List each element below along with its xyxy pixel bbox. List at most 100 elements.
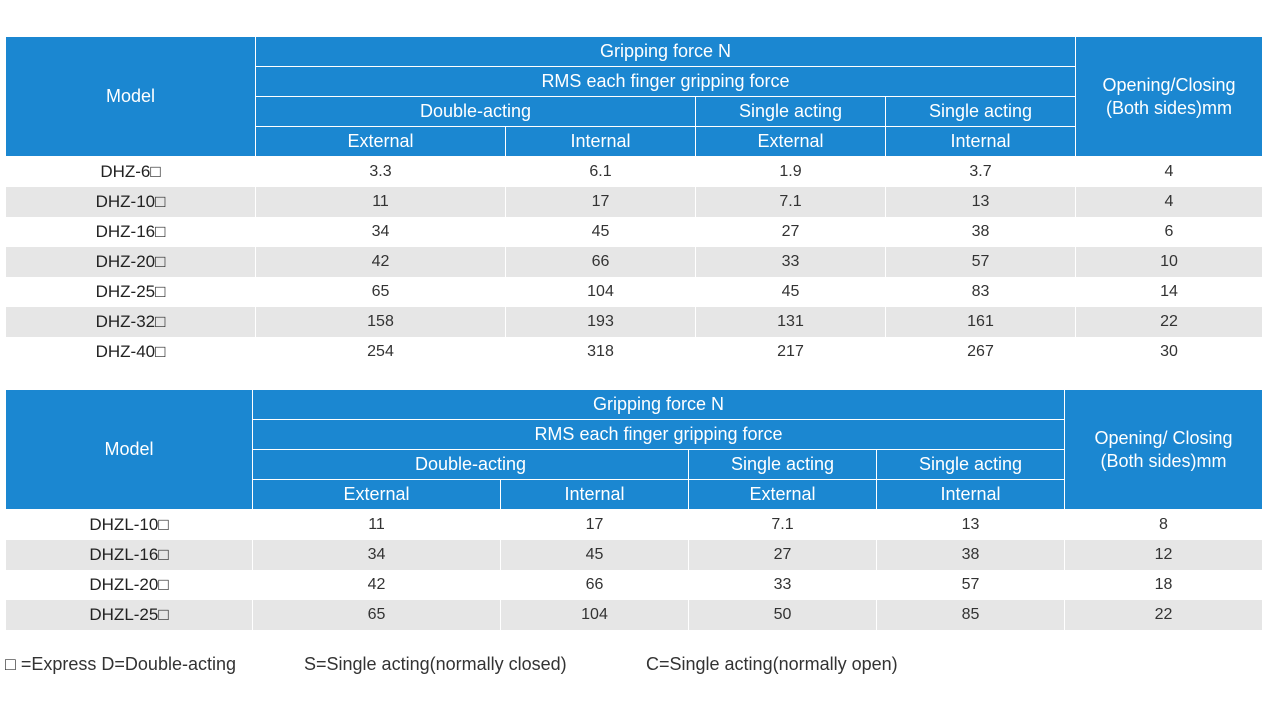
table-row: DHZ-25□ 65 104 45 83 14 xyxy=(5,277,1263,307)
internal-double-cell: 45 xyxy=(500,540,689,570)
table-row: DHZ-16□ 34 45 27 38 6 xyxy=(5,217,1263,247)
internal-double-cell: 45 xyxy=(505,217,696,247)
internal-header: Internal xyxy=(500,479,689,510)
internal-header: Internal xyxy=(505,126,696,157)
model-cell: DHZ-16□ xyxy=(5,217,256,247)
external-header: External xyxy=(255,126,506,157)
opening-cell: 4 xyxy=(1075,187,1263,217)
legend-single-closed: S=Single acting(normally closed) xyxy=(304,654,567,674)
opening-cell: 4 xyxy=(1075,156,1263,187)
legend-express: □ =Express D=Double-acting xyxy=(5,654,236,674)
internal-single-cell: 267 xyxy=(885,337,1076,367)
single-acting-header: Single acting xyxy=(688,449,877,480)
model-cell: DHZL-16□ xyxy=(5,540,253,570)
internal-single-cell: 161 xyxy=(885,307,1076,337)
opening-header-line1: Opening/Closing xyxy=(1102,74,1236,95)
double-acting-header: Double-acting xyxy=(255,96,696,127)
opening-cell: 12 xyxy=(1064,540,1263,570)
table-header: Model Gripping force N Opening/Closing (… xyxy=(5,36,1263,157)
table-row: DHZ-32□ 158 193 131 161 22 xyxy=(5,307,1263,337)
opening-cell: 6 xyxy=(1075,217,1263,247)
internal-double-cell: 318 xyxy=(505,337,696,367)
model-cell: DHZ-6□ xyxy=(5,156,256,187)
table-row: DHZ-10□ 11 17 7.1 13 4 xyxy=(5,187,1263,217)
internal-single-cell: 85 xyxy=(876,600,1065,630)
opening-cell: 14 xyxy=(1075,277,1263,307)
opening-cell: 18 xyxy=(1064,570,1263,600)
internal-single-cell: 83 xyxy=(885,277,1076,307)
internal-double-cell: 66 xyxy=(505,247,696,277)
internal-single-cell: 57 xyxy=(885,247,1076,277)
table-body: DHZL-10□ 11 17 7.1 13 8 DHZL-16□ 34 45 2… xyxy=(5,509,1263,630)
gripping-force-header: Gripping force N xyxy=(255,36,1076,67)
external-double-cell: 11 xyxy=(255,187,506,217)
internal-single-cell: 38 xyxy=(876,540,1065,570)
legend-single-open: C=Single acting(normally open) xyxy=(646,654,898,674)
external-single-cell: 33 xyxy=(695,247,886,277)
internal-single-cell: 3.7 xyxy=(885,156,1076,187)
opening-cell: 8 xyxy=(1064,509,1263,540)
single-acting-header: Single acting xyxy=(885,96,1076,127)
external-double-cell: 42 xyxy=(252,570,501,600)
single-acting-header: Single acting xyxy=(695,96,886,127)
model-cell: DHZ-20□ xyxy=(5,247,256,277)
internal-double-cell: 193 xyxy=(505,307,696,337)
internal-double-cell: 104 xyxy=(500,600,689,630)
model-cell: DHZ-10□ xyxy=(5,187,256,217)
model-header: Model xyxy=(5,389,253,510)
internal-double-cell: 66 xyxy=(500,570,689,600)
external-double-cell: 65 xyxy=(255,277,506,307)
rms-header: RMS each finger gripping force xyxy=(252,419,1065,450)
external-double-cell: 254 xyxy=(255,337,506,367)
gripping-force-header: Gripping force N xyxy=(252,389,1065,420)
external-double-cell: 11 xyxy=(252,509,501,540)
external-single-cell: 217 xyxy=(695,337,886,367)
external-single-cell: 1.9 xyxy=(695,156,886,187)
model-cell: DHZL-10□ xyxy=(5,509,253,540)
table-row: DHZL-25□ 65 104 50 85 22 xyxy=(5,600,1263,630)
table-body: DHZ-6□ 3.3 6.1 1.9 3.7 4 DHZ-10□ 11 17 7… xyxy=(5,156,1263,367)
model-cell: DHZL-25□ xyxy=(5,600,253,630)
external-header: External xyxy=(252,479,501,510)
external-single-cell: 45 xyxy=(695,277,886,307)
double-acting-header: Double-acting xyxy=(252,449,689,480)
external-header: External xyxy=(695,126,886,157)
rms-header: RMS each finger gripping force xyxy=(255,66,1076,97)
external-double-cell: 34 xyxy=(252,540,501,570)
opening-header-line2: (Both sides)mm xyxy=(1105,97,1233,118)
table-row: DHZ-40□ 254 318 217 267 30 xyxy=(5,337,1263,367)
dhzl-spec-table: Model Gripping force N Opening/ Closing … xyxy=(5,389,1263,630)
model-cell: DHZ-40□ xyxy=(5,337,256,367)
external-single-cell: 131 xyxy=(695,307,886,337)
external-single-cell: 33 xyxy=(688,570,877,600)
opening-header-line1: Opening/ Closing xyxy=(1094,427,1233,448)
external-single-cell: 7.1 xyxy=(688,509,877,540)
external-double-cell: 65 xyxy=(252,600,501,630)
opening-header-line2: (Both sides)mm xyxy=(1100,450,1227,471)
internal-single-cell: 38 xyxy=(885,217,1076,247)
dhz-spec-table: Model Gripping force N Opening/Closing (… xyxy=(5,36,1263,367)
external-single-cell: 50 xyxy=(688,600,877,630)
external-double-cell: 3.3 xyxy=(255,156,506,187)
internal-header: Internal xyxy=(885,126,1076,157)
internal-double-cell: 104 xyxy=(505,277,696,307)
table-row: DHZL-10□ 11 17 7.1 13 8 xyxy=(5,509,1263,540)
model-cell: DHZ-32□ xyxy=(5,307,256,337)
internal-header: Internal xyxy=(876,479,1065,510)
model-cell: DHZL-20□ xyxy=(5,570,253,600)
external-single-cell: 7.1 xyxy=(695,187,886,217)
internal-single-cell: 13 xyxy=(885,187,1076,217)
internal-single-cell: 13 xyxy=(876,509,1065,540)
opening-closing-header: Opening/ Closing (Both sides)mm xyxy=(1064,389,1263,510)
opening-cell: 22 xyxy=(1064,600,1263,630)
opening-cell: 22 xyxy=(1075,307,1263,337)
external-header: External xyxy=(688,479,877,510)
single-acting-header: Single acting xyxy=(876,449,1065,480)
internal-double-cell: 6.1 xyxy=(505,156,696,187)
model-header: Model xyxy=(5,36,256,157)
table-row: DHZL-20□ 42 66 33 57 18 xyxy=(5,570,1263,600)
table-header: Model Gripping force N Opening/ Closing … xyxy=(5,389,1263,510)
opening-closing-header: Opening/Closing (Both sides)mm xyxy=(1075,36,1263,157)
external-double-cell: 42 xyxy=(255,247,506,277)
table-row: DHZL-16□ 34 45 27 38 12 xyxy=(5,540,1263,570)
